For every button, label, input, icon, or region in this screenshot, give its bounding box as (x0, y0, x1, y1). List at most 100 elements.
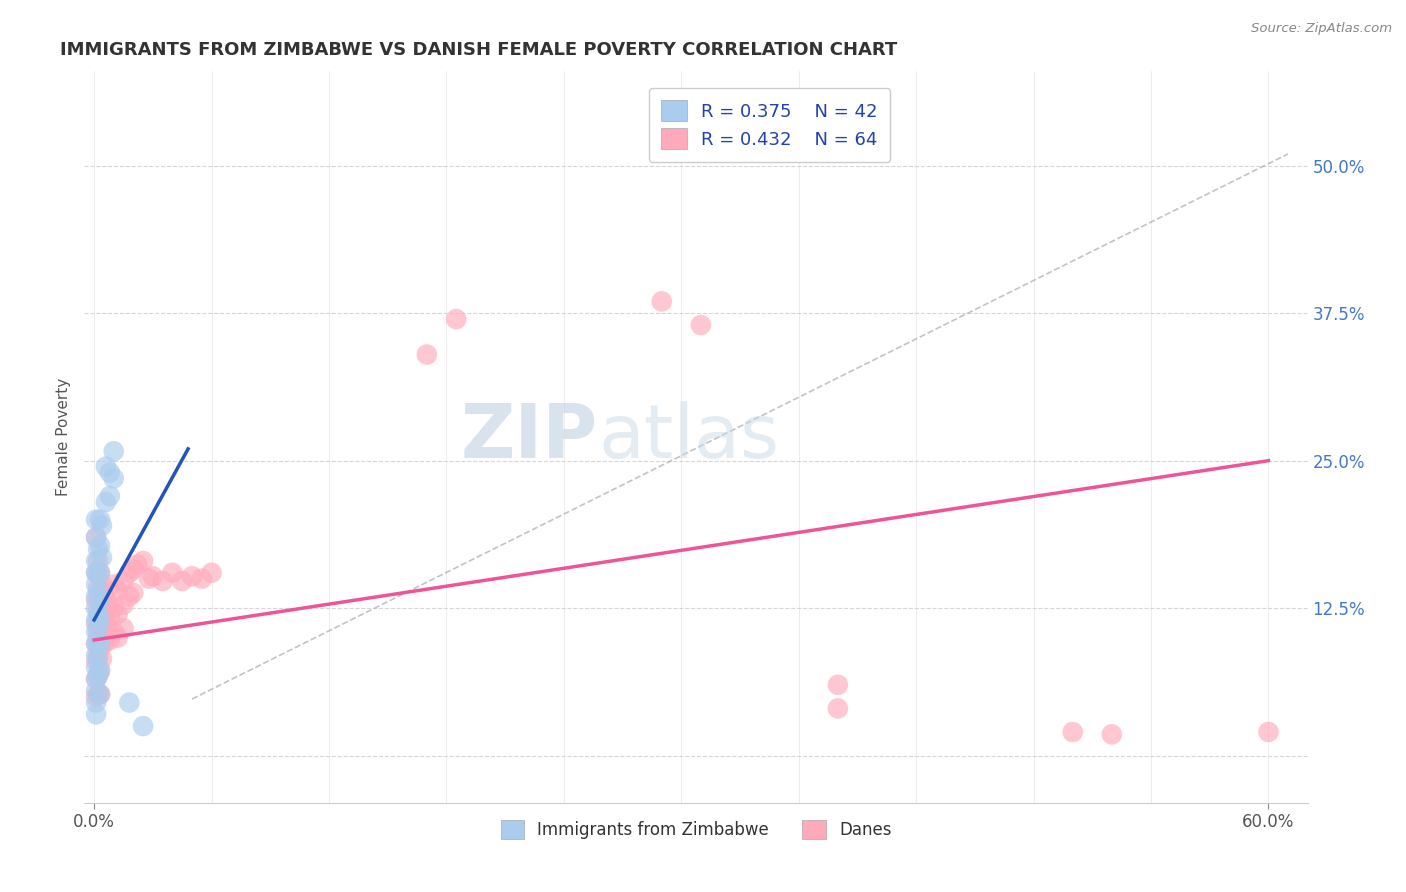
Text: Source: ZipAtlas.com: Source: ZipAtlas.com (1251, 22, 1392, 36)
Point (1062, 725, 1084, 739)
Point (1257, 725, 1279, 739)
Point (87, 628, 110, 642)
Point (91, 577, 114, 591)
Point (112, 621, 135, 635)
Point (84, 601, 107, 615)
Point (87, 566, 110, 580)
Point (93, 636, 115, 650)
Point (84, 616, 107, 631)
Point (84, 636, 107, 650)
Text: IMMIGRANTS FROM ZIMBABWE VS DANISH FEMALE POVERTY CORRELATION CHART: IMMIGRANTS FROM ZIMBABWE VS DANISH FEMAL… (60, 41, 897, 59)
Point (84, 530, 107, 544)
Point (181, 569, 204, 583)
Point (89, 664, 111, 678)
Point (89, 687, 111, 701)
Point (98, 466, 121, 480)
Point (84, 654, 107, 668)
Point (94, 459, 117, 474)
Point (89, 640, 111, 654)
Point (827, 678, 849, 692)
Point (89, 593, 111, 607)
Point (162, 566, 184, 580)
Point (89, 687, 111, 701)
Point (87, 621, 110, 635)
Point (132, 554, 155, 568)
Point (1101, 727, 1123, 741)
Point (87, 581, 110, 595)
Point (112, 598, 135, 612)
Point (91, 652, 114, 666)
Point (87, 554, 110, 568)
Point (112, 574, 135, 588)
Point (84, 513, 107, 527)
Text: ZIP: ZIP (461, 401, 598, 474)
Point (103, 471, 125, 485)
Point (84, 593, 107, 607)
Point (98, 609, 121, 624)
Point (89, 566, 111, 580)
Point (103, 444, 125, 458)
Point (87, 687, 110, 701)
Point (122, 586, 145, 600)
Point (91, 628, 114, 642)
Point (91, 550, 114, 565)
Text: atlas: atlas (598, 401, 779, 474)
Point (87, 586, 110, 600)
Point (87, 648, 110, 663)
Point (84, 624, 107, 639)
Point (84, 696, 107, 710)
Point (97, 601, 120, 615)
Point (84, 683, 107, 698)
Point (132, 719, 155, 733)
Y-axis label: Female Poverty: Female Poverty (56, 378, 72, 496)
Point (84, 672, 107, 686)
Point (91, 518, 114, 533)
Point (93, 613, 115, 627)
Point (172, 574, 194, 588)
Point (84, 672, 107, 686)
Point (416, 347, 439, 361)
Point (689, 318, 711, 332)
Point (444, 312, 467, 326)
Point (89, 613, 111, 627)
Point (103, 624, 125, 639)
Point (98, 632, 121, 647)
Point (122, 562, 145, 576)
Point (827, 701, 849, 715)
Point (142, 569, 165, 583)
Point (87, 607, 110, 621)
Point (84, 530, 107, 544)
Point (191, 572, 214, 586)
Point (84, 590, 107, 604)
Point (107, 607, 129, 621)
Point (93, 586, 115, 600)
Point (84, 566, 107, 580)
Point (107, 631, 129, 645)
Point (200, 566, 222, 580)
Point (84, 577, 107, 591)
Point (84, 660, 107, 674)
Point (94, 616, 117, 631)
Point (94, 593, 117, 607)
Point (84, 648, 107, 663)
Point (87, 605, 110, 619)
Point (89, 636, 111, 650)
Point (84, 636, 107, 650)
Point (84, 613, 107, 627)
Point (118, 696, 141, 710)
Point (89, 593, 111, 607)
Point (107, 583, 129, 598)
Point (84, 566, 107, 580)
Point (87, 652, 110, 666)
Point (118, 566, 141, 580)
Point (84, 554, 107, 568)
Point (651, 294, 673, 309)
Point (84, 690, 107, 704)
Point (103, 577, 125, 591)
Point (89, 539, 111, 553)
Point (89, 513, 111, 527)
Point (87, 668, 110, 682)
Point (89, 616, 111, 631)
Point (91, 605, 114, 619)
Point (87, 636, 110, 650)
